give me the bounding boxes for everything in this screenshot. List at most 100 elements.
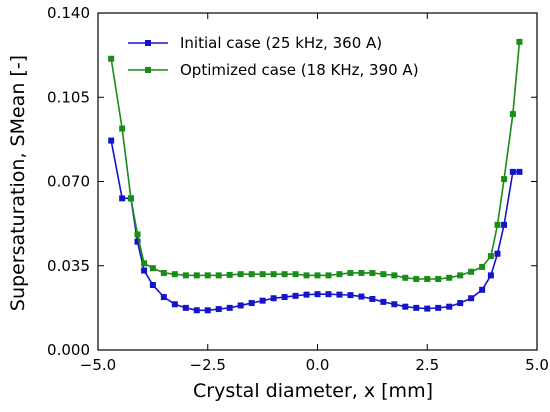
data-point — [457, 272, 464, 279]
y-axis-label: Supersaturation, SMean [-] — [7, 55, 29, 311]
data-point — [292, 292, 299, 299]
y-tick-label: 0.105 — [47, 88, 90, 106]
data-point — [358, 293, 365, 300]
legend-swatch-marker — [145, 40, 151, 46]
series-layer — [108, 38, 523, 314]
series-1 — [108, 137, 523, 314]
data-point — [347, 292, 354, 299]
legend: Initial case (25 kHz, 360 A) Optimized ca… — [128, 34, 419, 79]
legend-label: Initial case (25 kHz, 360 A) — [180, 34, 382, 52]
data-point — [435, 304, 442, 311]
data-point — [369, 295, 376, 302]
data-point — [270, 271, 277, 278]
series-1-line — [110, 140, 520, 312]
data-point — [259, 297, 266, 304]
data-point — [369, 269, 376, 276]
x-tick-label: −5.0 — [80, 356, 116, 374]
data-point — [281, 271, 288, 278]
data-point — [215, 272, 222, 279]
y-tick-label: 0.070 — [47, 173, 90, 191]
data-point — [292, 271, 299, 278]
data-point — [402, 303, 409, 310]
y-tick-label: 0.140 — [47, 4, 90, 22]
data-point — [303, 272, 310, 279]
data-point — [108, 55, 115, 62]
x-tick-label: −2.5 — [190, 356, 226, 374]
data-point — [325, 272, 332, 279]
data-point — [380, 271, 387, 278]
data-point — [314, 291, 321, 298]
data-point — [141, 267, 148, 274]
data-point — [281, 294, 288, 301]
data-point — [391, 272, 398, 279]
data-point — [237, 302, 244, 309]
data-point — [479, 286, 486, 293]
data-point — [248, 300, 255, 307]
legend-label: Optimized case (18 KHz, 390 A) — [180, 61, 419, 79]
data-point — [391, 301, 398, 308]
x-tick-label: 2.5 — [415, 356, 439, 374]
data-point — [237, 271, 244, 278]
y-tick-label: 0.035 — [47, 257, 90, 275]
data-point — [119, 125, 126, 132]
data-point — [457, 300, 464, 307]
data-point — [134, 238, 141, 245]
data-point — [468, 268, 475, 275]
data-point — [127, 195, 134, 202]
data-point — [270, 295, 277, 302]
data-point — [171, 301, 178, 308]
data-point — [347, 269, 354, 276]
data-point — [494, 221, 501, 228]
data-point — [215, 306, 222, 313]
data-point — [358, 269, 365, 276]
data-point — [509, 168, 516, 175]
data-point — [149, 265, 156, 272]
data-point — [516, 168, 523, 175]
data-point — [380, 298, 387, 305]
data-point — [501, 221, 508, 228]
plot-area: −5.0 −2.5 0.0 2.5 5.0 0.000 0.035 0.070 0.105 0.1… — [47, 4, 549, 374]
data-point — [193, 307, 200, 314]
data-point — [141, 260, 148, 267]
data-point — [494, 250, 501, 257]
data-point — [182, 272, 189, 279]
x-tick-label: 5.0 — [525, 356, 549, 374]
data-point — [248, 271, 255, 278]
data-point — [182, 304, 189, 311]
data-point — [226, 271, 233, 278]
data-point — [204, 272, 211, 279]
data-point — [413, 304, 420, 311]
legend-swatch-marker — [145, 67, 151, 73]
data-point — [303, 291, 310, 298]
data-point — [424, 305, 431, 312]
series-2 — [108, 38, 523, 282]
data-point — [446, 274, 453, 281]
data-point — [424, 275, 431, 282]
data-point — [259, 271, 266, 278]
y-tick-label: 0.000 — [47, 341, 90, 359]
data-point — [314, 272, 321, 279]
data-point — [336, 291, 343, 298]
data-point — [119, 195, 126, 202]
data-point — [204, 307, 211, 314]
data-point — [171, 271, 178, 278]
data-point — [468, 295, 475, 302]
x-axis-label: Crystal diameter, x [mm] — [193, 380, 433, 402]
data-point — [487, 272, 494, 279]
data-point — [516, 38, 523, 45]
data-point — [160, 294, 167, 301]
data-point — [479, 263, 486, 270]
data-point — [149, 282, 156, 289]
data-point — [134, 231, 141, 238]
data-point — [160, 269, 167, 276]
data-point — [325, 291, 332, 298]
data-point — [501, 176, 508, 183]
data-point — [413, 275, 420, 282]
data-point — [402, 274, 409, 281]
data-point — [108, 137, 115, 144]
data-point — [509, 111, 516, 118]
x-tick-label: 0.0 — [306, 356, 330, 374]
data-point — [226, 304, 233, 311]
data-point — [487, 253, 494, 260]
